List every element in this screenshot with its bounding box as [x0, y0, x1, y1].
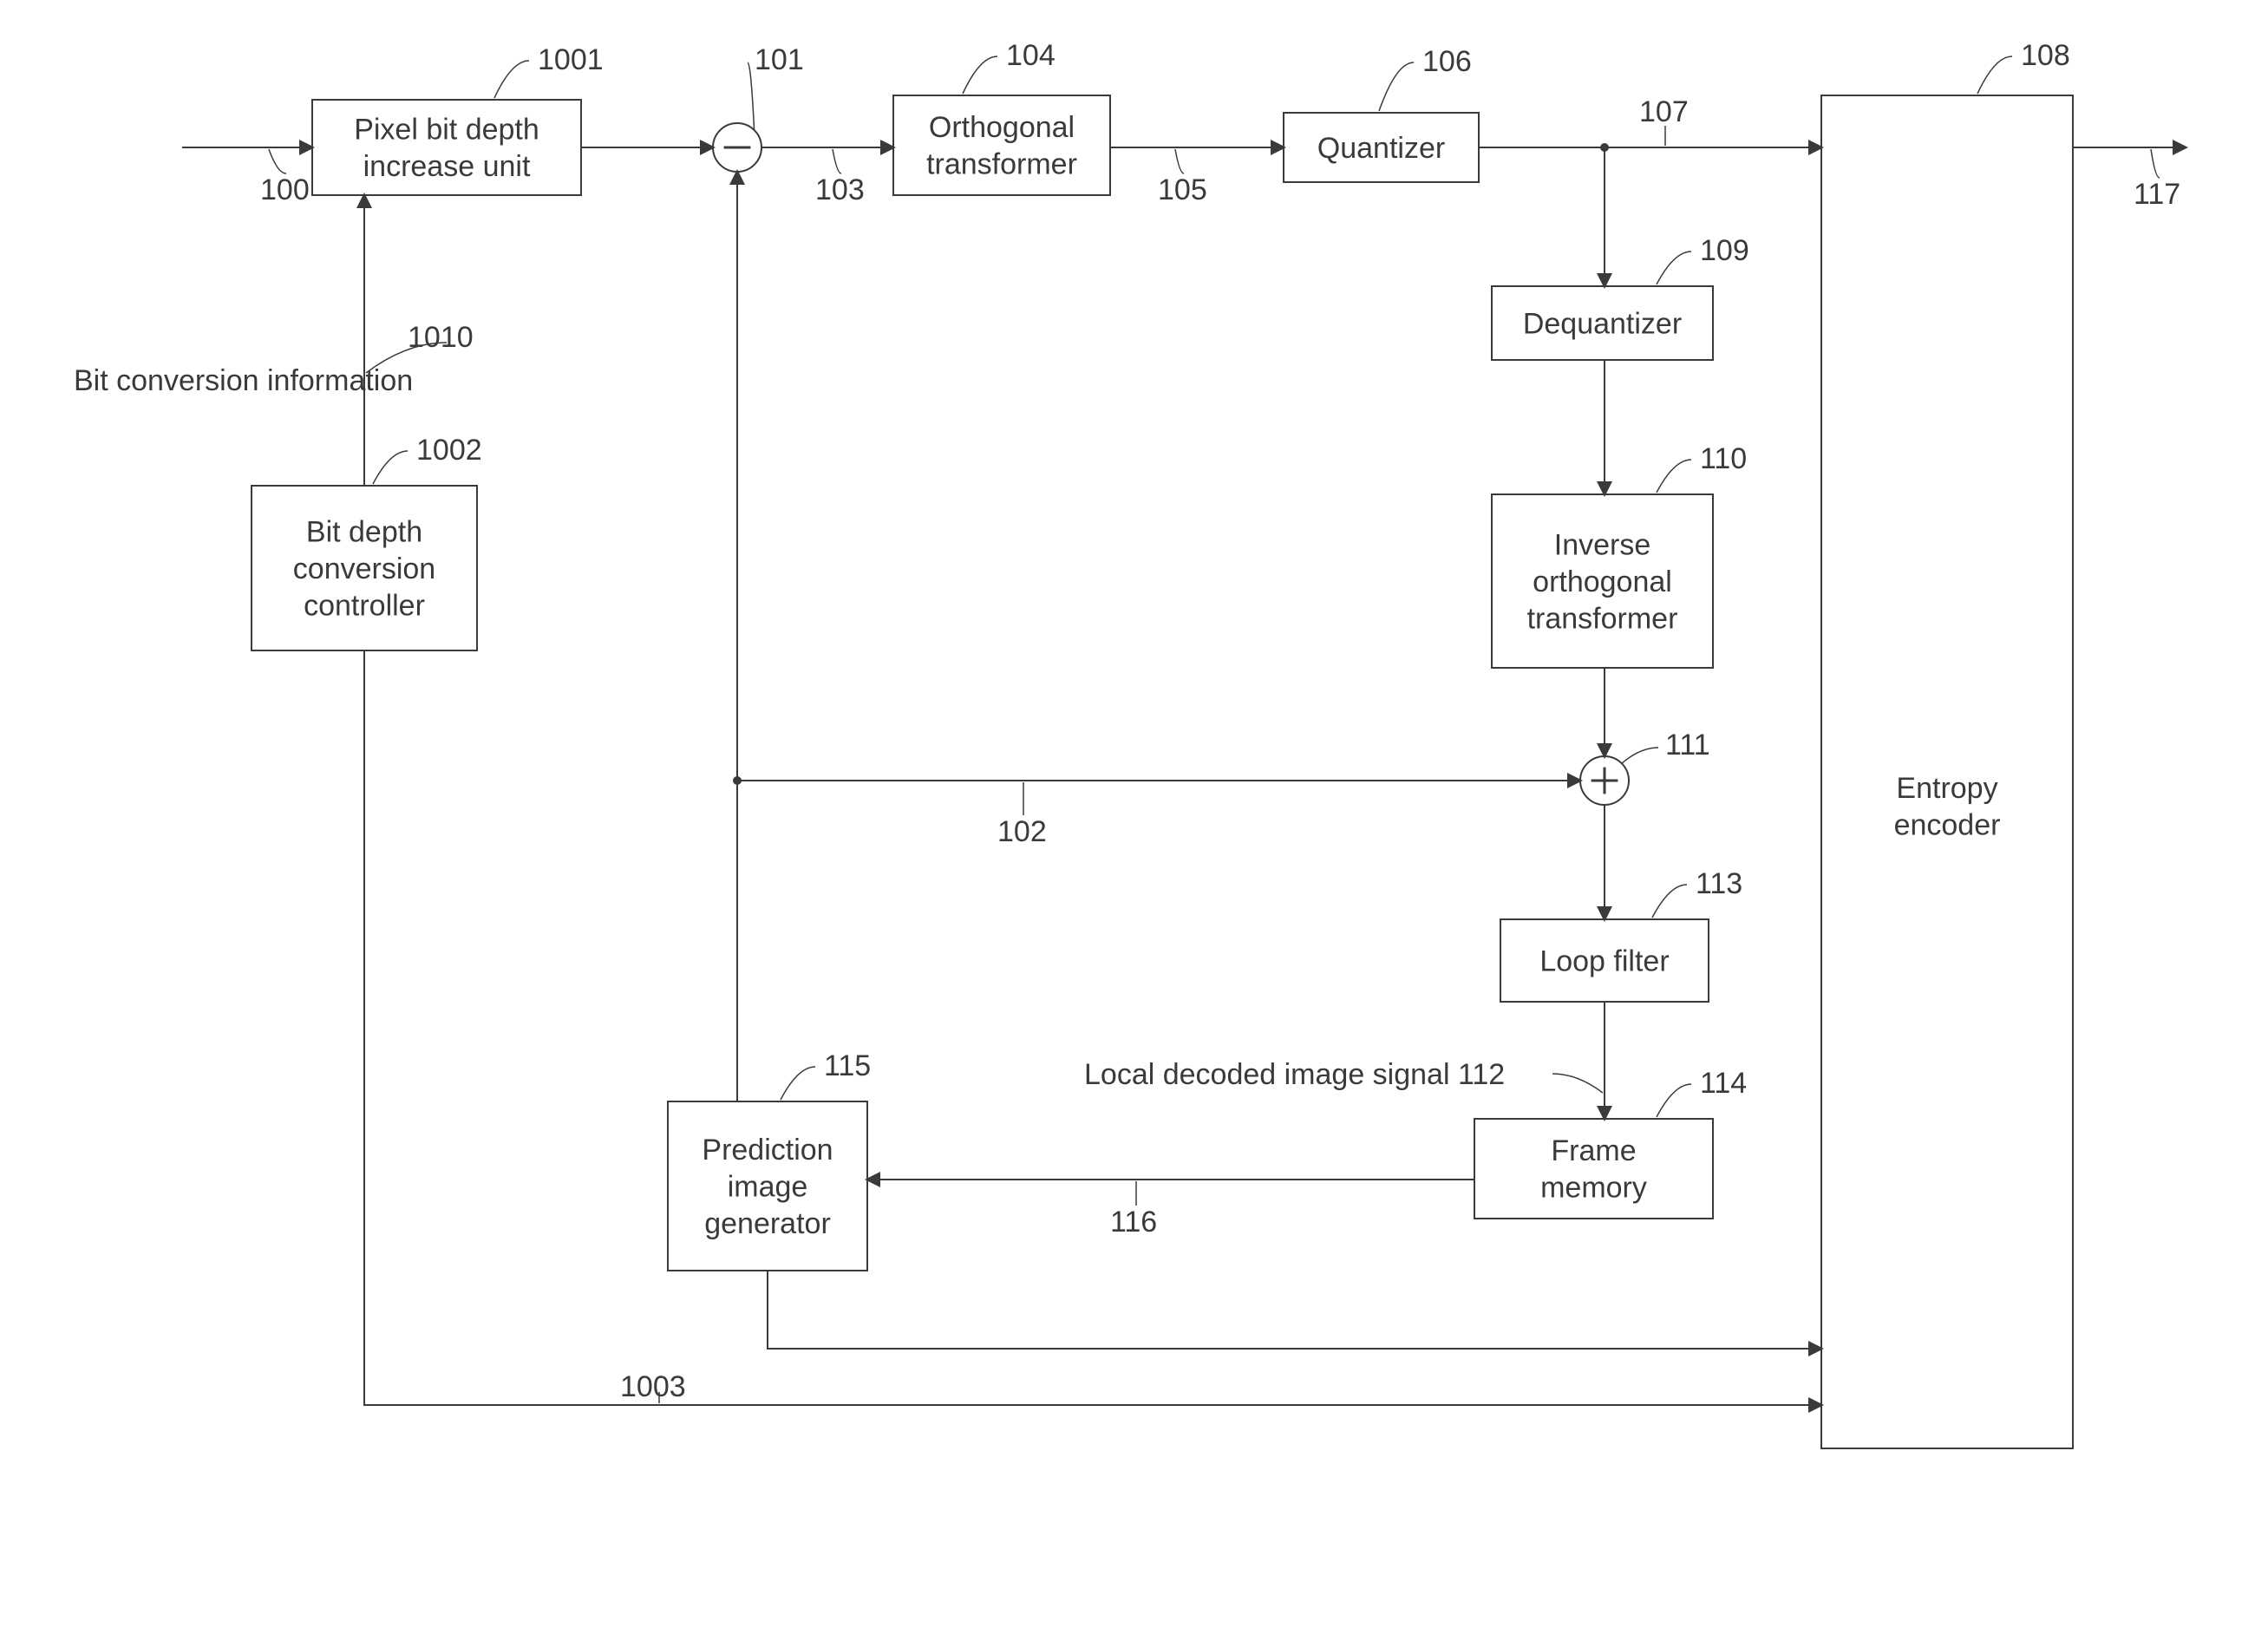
- block-diagram: Pixel bit depthincrease unit1001Bit dept…: [0, 0, 2268, 1647]
- entropy-ref: 108: [2021, 39, 2070, 72]
- prediction-ref: 115: [824, 1049, 871, 1082]
- signal-s1010: 1010: [408, 321, 474, 354]
- orthogonal_tf-ref: 104: [1006, 39, 1056, 72]
- signal-s103: 103: [815, 173, 865, 206]
- signal-s112: Local decoded image signal 112: [1084, 1058, 1505, 1091]
- inverse_tf-ref: 110: [1700, 442, 1747, 475]
- signal-s1003: 1003: [620, 1370, 686, 1403]
- bit_depth_conv-ref: 1002: [416, 434, 482, 467]
- signal-s116: 116: [1110, 1206, 1157, 1239]
- signal-s105: 105: [1158, 173, 1207, 206]
- loop_filter-label: Loop filter: [1539, 944, 1669, 977]
- quantizer-label: Quantizer: [1317, 132, 1445, 165]
- signal-s107: 107: [1639, 95, 1689, 128]
- frame_memory-ref: 114: [1700, 1067, 1747, 1100]
- signal-line: [768, 1271, 1821, 1349]
- sub-ref: 101: [755, 43, 804, 76]
- signal-s102: 102: [997, 815, 1047, 848]
- signal-bitconv: Bit conversion information: [74, 364, 413, 397]
- bit_depth_conv-label: Bit depthconversioncontroller: [293, 515, 435, 622]
- pixel_bit_depth-ref: 1001: [538, 43, 604, 76]
- loop_filter-ref: 113: [1696, 867, 1742, 900]
- dequantizer-ref: 109: [1700, 234, 1749, 267]
- dequantizer-label: Dequantizer: [1523, 307, 1682, 340]
- add-ref: 111: [1665, 729, 1710, 761]
- signal-s100: 100: [260, 173, 310, 206]
- signal-s117: 117: [2134, 178, 2180, 211]
- quantizer-ref: 106: [1422, 45, 1472, 78]
